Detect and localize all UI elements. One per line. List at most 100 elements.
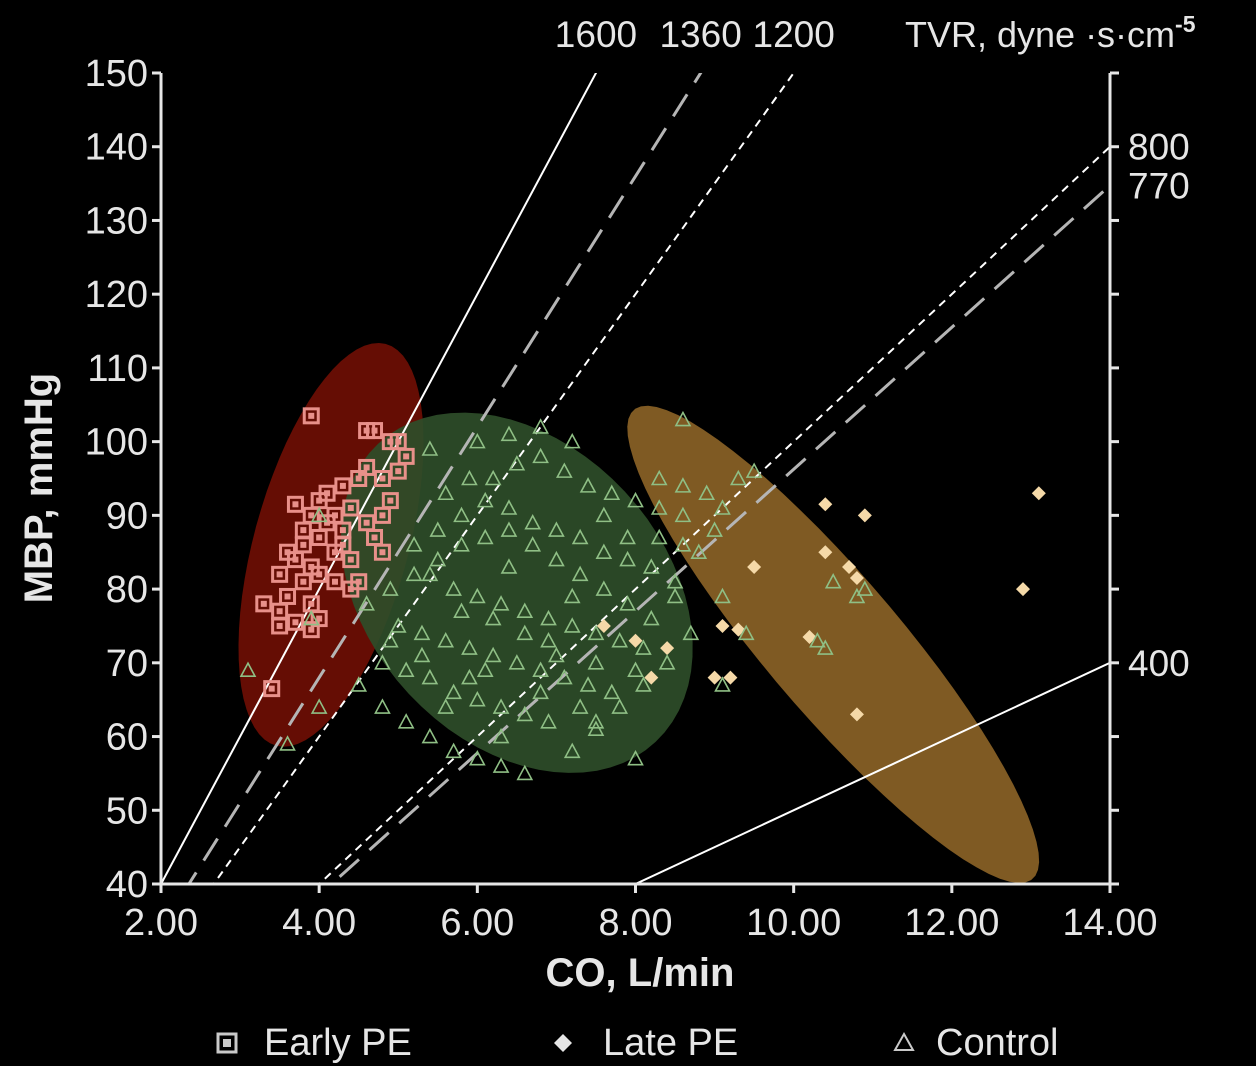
point-control	[650, 499, 668, 515]
point-control	[421, 727, 439, 744]
point-early-pe	[286, 495, 304, 513]
point-control	[619, 528, 636, 545]
point-early-pe	[286, 551, 304, 569]
point-early-pe	[326, 573, 344, 591]
point-control	[374, 654, 391, 670]
point-early-pe	[334, 521, 352, 539]
point-control	[682, 624, 700, 641]
point-control	[587, 713, 605, 729]
point-control	[603, 683, 621, 700]
point-control	[516, 624, 534, 641]
point-control	[579, 676, 597, 692]
y-tick-label: 80	[106, 569, 148, 611]
point-early-pe	[350, 470, 368, 487]
point-control	[627, 491, 644, 508]
point-control	[571, 528, 589, 545]
point-control	[445, 580, 462, 596]
point-fill	[276, 571, 283, 578]
point-fill	[276, 622, 283, 629]
point-control	[484, 469, 502, 486]
point-control	[461, 668, 478, 685]
point-control	[674, 477, 692, 493]
tvr-label-800: 800	[1128, 127, 1190, 168]
tvr-line-1600	[161, 73, 598, 885]
point-control	[374, 698, 391, 714]
point-fill	[379, 512, 386, 519]
y-tick-label: 110	[87, 348, 148, 390]
point-control	[563, 432, 581, 449]
legend: Early PE Late PE Control	[216, 1022, 1059, 1064]
point-control	[619, 550, 636, 567]
point-fill	[371, 534, 378, 541]
point-control	[413, 624, 431, 641]
point-control	[587, 720, 605, 736]
tvr-label-1360: 1360	[659, 14, 741, 55]
point-late-pe	[818, 545, 833, 560]
point-control	[642, 558, 660, 574]
point-control	[540, 632, 557, 648]
point-control	[658, 654, 676, 670]
point-control	[595, 580, 613, 596]
point-control	[500, 499, 518, 515]
point-control	[816, 639, 834, 655]
x-tick-label: 4.00	[282, 902, 356, 944]
point-late-pe	[857, 508, 872, 523]
y-tick-label: 150	[85, 53, 148, 95]
point-late-pe	[849, 571, 864, 586]
point-late-pe	[747, 559, 762, 574]
point-control	[824, 573, 842, 589]
tvr-line-770	[328, 184, 1110, 885]
point-control	[358, 595, 375, 611]
point-early-pe	[350, 573, 368, 591]
point-early-pe	[286, 613, 304, 631]
data-points	[239, 407, 1046, 781]
point-control	[690, 543, 708, 560]
point-late-pe	[723, 670, 738, 685]
point-late-pe	[628, 633, 643, 648]
point-control	[382, 632, 399, 648]
point-control	[437, 698, 455, 714]
point-control	[674, 410, 692, 427]
point-control	[524, 536, 542, 552]
point-control	[540, 609, 557, 626]
point-control	[809, 632, 826, 648]
point-early-pe	[334, 477, 352, 495]
tick-labels: 40 50 60 70 80 90 100 110 120 130 140 150 2.00 4.00 6.…	[85, 53, 1158, 944]
point-control	[563, 742, 581, 759]
point-control	[445, 683, 462, 700]
y-tick-label: 40	[106, 864, 148, 906]
tvr-label-770: 770	[1128, 165, 1190, 206]
point-early-pe	[326, 543, 344, 561]
point-control	[532, 447, 549, 464]
point-control	[421, 440, 439, 456]
point-control	[714, 676, 731, 692]
point-fill	[363, 519, 370, 526]
point-early-pe	[263, 680, 281, 698]
point-early-pe	[302, 407, 320, 425]
point-control	[666, 573, 684, 589]
point-fill	[347, 504, 354, 511]
point-control	[674, 536, 692, 552]
point-control	[484, 646, 502, 663]
point-control	[468, 690, 486, 707]
point-early-pe	[255, 595, 273, 613]
point-fill	[363, 464, 370, 471]
point-control	[666, 587, 684, 604]
point-control	[484, 609, 502, 626]
point-control	[595, 543, 613, 560]
point-control	[453, 536, 470, 552]
point-early-pe	[373, 470, 391, 487]
point-control	[500, 558, 518, 574]
point-control	[856, 580, 874, 596]
point-control	[627, 749, 644, 766]
point-control	[563, 617, 581, 633]
y-tick-label: 140	[85, 127, 148, 169]
point-late-pe	[707, 670, 722, 685]
point-control	[461, 639, 478, 655]
point-early-pe	[381, 492, 399, 510]
point-fill	[308, 626, 315, 633]
point-control	[397, 661, 415, 677]
point-fill	[339, 527, 346, 534]
legend-marker-early-pe	[216, 1032, 238, 1054]
